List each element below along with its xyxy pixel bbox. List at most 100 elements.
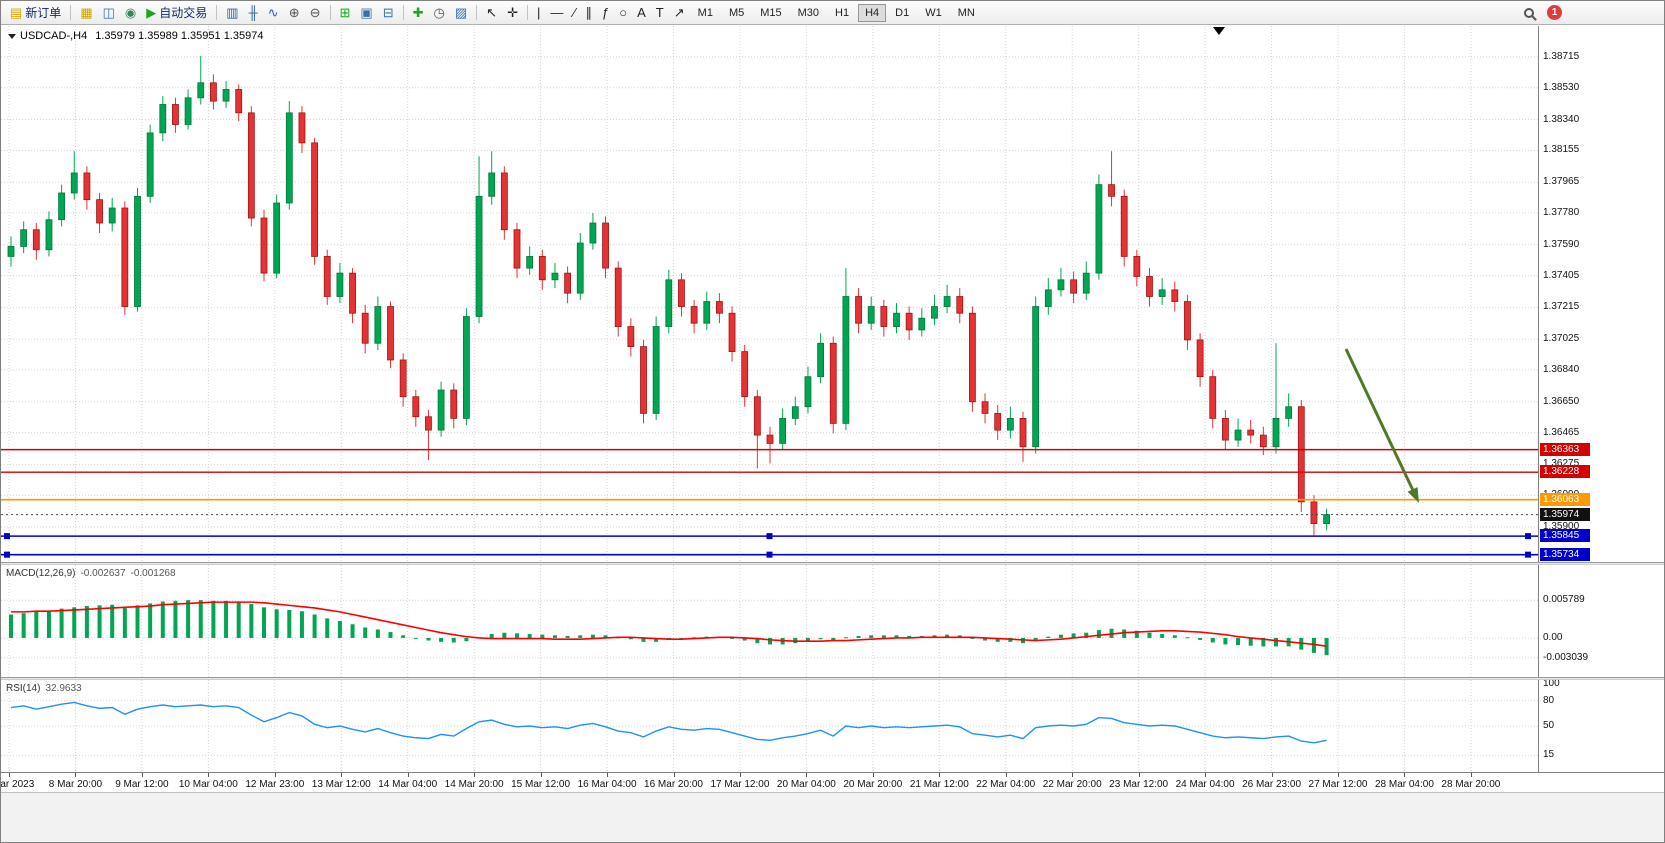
time-axis-tick — [9, 773, 10, 777]
time-axis-label: 13 Mar 12:00 — [311, 779, 371, 790]
rsi-axis-label: 100 — [1543, 678, 1560, 689]
templates-button[interactable]: ▨ — [450, 3, 472, 23]
time-axis-label: 14 Mar 04:00 — [378, 779, 438, 790]
channel-button[interactable]: ∥ — [581, 3, 598, 23]
periods-button[interactable]: ◷ — [429, 3, 450, 23]
vertical-line-button[interactable]: | — [532, 3, 545, 23]
time-axis-tick — [1072, 773, 1074, 777]
fibonacci-button[interactable]: ƒ — [597, 3, 614, 23]
timeframe-mn-button[interactable]: MN — [957, 6, 975, 19]
cascade-windows-button[interactable]: ▣ — [355, 3, 377, 23]
text-label-button[interactable]: T — [651, 3, 669, 23]
chart-title: USDCAD-,H4 1.35979 1.35989 1.35951 1.359… — [8, 30, 263, 42]
price-axis-label: 1.38155 — [1543, 144, 1580, 156]
chart-menu-icon[interactable] — [8, 33, 16, 39]
candlestick-icon: ╫ — [248, 5, 258, 20]
price-tag: 1.36363 — [1540, 442, 1590, 456]
search-button[interactable] — [1519, 3, 1539, 23]
price-axis-label: 1.36275 — [1543, 458, 1580, 470]
macd-signal-value: -0.001268 — [130, 568, 176, 579]
timeframe-m30-button[interactable]: M30 — [797, 6, 820, 19]
timeframe-h1-button[interactable]: H1 — [835, 6, 850, 19]
autotrading-button[interactable]: ▶ 自动交易 — [141, 3, 212, 23]
zoom-in-icon: ⊕ — [288, 5, 300, 20]
time-axis-label: 28 Mar 20:00 — [1441, 779, 1501, 790]
zoom-out-button[interactable]: ⊖ — [305, 3, 326, 23]
horizontal-line-button[interactable]: — — [545, 3, 568, 23]
timeframe-h4-button[interactable]: H4 — [858, 3, 887, 22]
channel-icon: ∥ — [585, 5, 593, 20]
time-axis-label: 8 Mar 2023 — [0, 779, 35, 790]
zoom-in-button[interactable]: ⊕ — [284, 3, 305, 23]
new-order-button[interactable]: ▤ 新订单 — [5, 3, 66, 23]
rsi-axis-label: 15 — [1543, 749, 1555, 761]
rsi-indicator-canvas[interactable] — [1, 680, 1538, 772]
text-icon: A — [637, 5, 646, 20]
arrange-windows-button[interactable]: ⊟ — [378, 3, 399, 23]
time-axis-label: 26 Mar 23:00 — [1242, 779, 1302, 790]
line-chart-button[interactable]: ∿ — [263, 3, 284, 23]
crosshair-button[interactable]: ✛ — [502, 3, 523, 23]
time-axis-tick — [341, 773, 343, 777]
price-axis-label: 1.38530 — [1543, 81, 1580, 93]
price-axis-label: 1.35900 — [1543, 520, 1580, 532]
market-watch-button[interactable]: ▦ — [75, 3, 97, 23]
candlestick-chart-button[interactable]: ╫ — [244, 3, 263, 23]
data-window-button[interactable]: ◫ — [98, 3, 120, 23]
toolbar-right: 1 — [1519, 3, 1562, 23]
trendline-button[interactable]: ∕ — [568, 3, 580, 23]
indicators-button[interactable]: ✚ — [408, 3, 429, 23]
timeframe-d1-button[interactable]: D1 — [895, 6, 910, 19]
shapes-icon: ○ — [619, 5, 628, 20]
arrows-button[interactable]: ↗ — [669, 3, 690, 23]
time-axis-label: 9 Mar 12:00 — [115, 779, 169, 790]
text-button[interactable]: A — [632, 3, 651, 23]
time-axis-tick — [141, 773, 143, 777]
price-tag: 1.35974 — [1540, 507, 1590, 521]
time-axis-tick — [474, 773, 476, 777]
timeframe-m15-button[interactable]: M15 — [760, 6, 782, 19]
rsi-axis-label: 80 — [1543, 694, 1555, 706]
price-chart-canvas[interactable] — [1, 26, 1538, 562]
time-axis-tick — [1205, 773, 1207, 777]
price-tag: 1.35845 — [1540, 529, 1590, 543]
timeframe-m1-button[interactable]: M1 — [697, 6, 713, 19]
time-axis-tick — [1470, 773, 1472, 777]
price-axis[interactable]: 1.38715 1.38530 1.38340 1.38155 1.37965 1.377… — [1538, 26, 1664, 772]
notification-badge[interactable]: 1 — [1547, 5, 1562, 20]
time-axis-label: 22 Mar 20:00 — [1042, 779, 1102, 790]
time-axis-label: 23 Mar 12:00 — [1109, 779, 1169, 790]
panel-splitter[interactable] — [1, 562, 1664, 565]
macd-indicator-canvas[interactable] — [1, 565, 1538, 677]
data-window-icon: ◫ — [102, 5, 115, 20]
macd-main-value: -0.002637 — [80, 568, 126, 579]
time-axis-label: 8 Mar 20:00 — [48, 779, 103, 790]
timeframe-w1-button[interactable]: W1 — [925, 6, 942, 19]
time-axis-label: 20 Mar 04:00 — [776, 779, 836, 790]
time-axis-tick — [673, 773, 675, 777]
timeframe-m5-button[interactable]: M5 — [728, 6, 745, 19]
chart-quotes: 1.35979 1.35989 1.35951 1.35974 — [95, 30, 264, 42]
time-axis-label: 17 Mar 12:00 — [710, 779, 770, 790]
cursor-button[interactable]: ↖ — [481, 3, 502, 23]
time-axis-tick — [1005, 773, 1007, 777]
toolbar: ▤ 新订单 ▦ ◫ ◉ ▶ 自动交易 ▥ ╫ ∿ ⊕ ⊖ ⊞ ▣ ⊟ ✚ ◷ ▨ ↖ ✛ | — ∕ ∥ ƒ ○ A T ↗ M1 M5 M… — [1, 1, 1664, 25]
time-axis-label: 16 Mar 04:00 — [577, 779, 637, 790]
time-axis-tick — [806, 773, 808, 777]
price-axis-label: 1.36840 — [1543, 363, 1580, 375]
time-axis[interactable]: 8 Mar 2023 8 Mar 20:00 9 Mar 12:00 10 Mar 0… — [0, 772, 1664, 792]
navigator-button[interactable]: ◉ — [120, 3, 141, 23]
time-axis-label: 28 Mar 04:00 — [1374, 779, 1434, 790]
shapes-button[interactable]: ○ — [614, 3, 632, 23]
timeframe-toolbar: M1 M5 M15 M30 H1 H4 D1 W1 MN — [690, 3, 983, 22]
bar-chart-button[interactable]: ▥ — [221, 3, 243, 23]
panel-splitter[interactable] — [1, 677, 1664, 680]
time-axis-tick — [939, 773, 941, 777]
time-axis-tick — [540, 773, 542, 777]
tile-windows-button[interactable]: ⊞ — [335, 3, 356, 23]
label-icon: T — [655, 5, 664, 20]
tile-windows-icon: ⊞ — [339, 5, 351, 20]
chart-shift-marker[interactable] — [1213, 27, 1225, 35]
crosshair-icon: ✛ — [507, 5, 518, 20]
